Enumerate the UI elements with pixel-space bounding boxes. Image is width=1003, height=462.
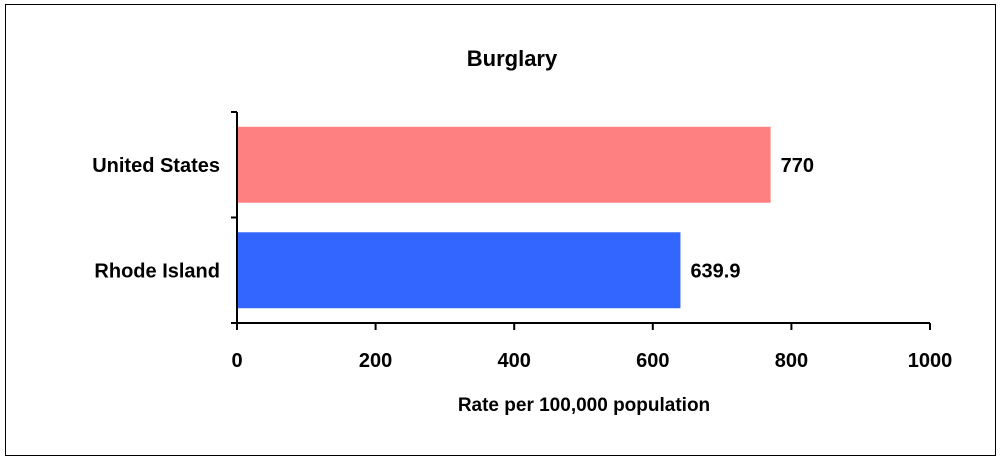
x-axis-label: Rate per 100,000 population — [458, 395, 710, 416]
x-tick-label: 800 — [775, 350, 808, 372]
axes-layer: United States Rhode Island 0 200 400 600 800 10… — [92, 111, 953, 372]
x-tick-label: 600 — [636, 350, 669, 372]
category-label-rhode-island: Rhode Island — [94, 260, 220, 282]
data-label-rhode-island: 639.9 — [690, 260, 740, 282]
x-tick-label: 400 — [498, 350, 531, 372]
data-label-united-states: 770 — [781, 155, 814, 177]
x-tick-label: 1000 — [908, 350, 953, 372]
x-tick-label: 200 — [359, 350, 392, 372]
x-tick-label: 0 — [231, 350, 242, 372]
chart-frame — [5, 4, 996, 456]
category-label-united-states: United States — [92, 155, 220, 177]
bar-united-states — [237, 126, 771, 203]
chart-title: Burglary — [467, 46, 558, 71]
bar-rhode-island — [237, 232, 681, 309]
bars-layer: 770 639.9 — [237, 126, 814, 309]
